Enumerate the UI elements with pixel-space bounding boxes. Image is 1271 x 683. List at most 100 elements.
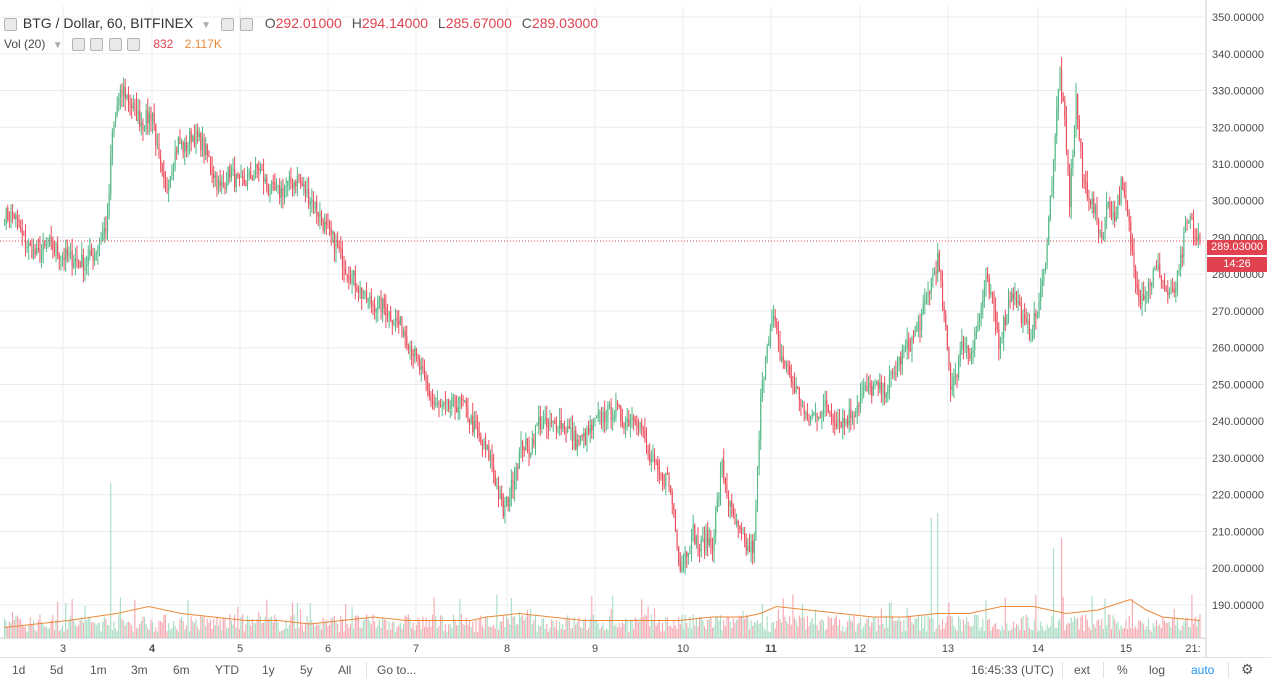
volume-bar — [58, 630, 60, 638]
volume-bar — [285, 619, 287, 638]
close-icon[interactable] — [126, 38, 140, 52]
goto-button[interactable]: Go to... — [377, 663, 417, 677]
ext-toggle[interactable]: ext — [1074, 663, 1091, 677]
candle-body — [665, 473, 667, 487]
candle-body — [1138, 288, 1140, 297]
volume-bar — [551, 619, 553, 638]
y-tick-label: 310.00000 — [1212, 159, 1264, 171]
range-3m[interactable]: 3m — [131, 663, 148, 677]
eye-icon[interactable] — [220, 17, 234, 31]
volume-bar — [793, 617, 796, 638]
candle-body — [406, 336, 408, 346]
candle-body — [58, 254, 60, 260]
candle-body — [1059, 69, 1061, 90]
volume-bar — [948, 602, 950, 638]
candle-body — [705, 529, 707, 551]
volume-bar — [991, 627, 993, 638]
candle-body — [76, 258, 78, 260]
volume-bar — [559, 621, 561, 638]
gear-icon[interactable]: ⚙ — [1241, 661, 1254, 677]
range-1m[interactable]: 1m — [90, 663, 107, 677]
volume-bar — [481, 626, 483, 638]
volume-bar — [258, 611, 260, 638]
volume-bar — [570, 628, 572, 638]
x-tick-label: 8 — [504, 643, 510, 655]
volume-bar — [533, 620, 535, 638]
volume-bar — [924, 615, 926, 638]
candle-body — [520, 441, 522, 451]
volume-bar — [679, 624, 681, 638]
range-5d[interactable]: 5d — [50, 663, 64, 677]
volume-bar — [156, 631, 158, 638]
candle-body — [282, 188, 284, 197]
x-tick-label: 11 — [765, 643, 777, 655]
volume-bar — [295, 628, 297, 638]
candle-body — [542, 420, 545, 427]
volume-bar — [567, 615, 569, 638]
volume-bar — [938, 624, 940, 638]
range-1d[interactable]: 1d — [12, 663, 26, 677]
candle-body — [332, 231, 334, 235]
clock-time[interactable]: 16:45:33 (UTC) — [971, 663, 1054, 677]
candle-body — [171, 171, 173, 176]
candle-body — [412, 355, 414, 357]
volume-bar — [974, 614, 976, 638]
volume-bar — [139, 623, 141, 638]
volume-bar — [332, 617, 334, 638]
candle-body — [948, 350, 950, 366]
volume-bar — [662, 622, 664, 638]
eye-icon[interactable] — [71, 38, 85, 52]
candle-body — [972, 350, 974, 353]
volume-bar — [291, 602, 294, 638]
volume-bar — [856, 624, 858, 638]
range-5y[interactable]: 5y — [300, 663, 313, 677]
chevron-down-icon[interactable]: ▼ — [201, 20, 212, 31]
plus-icon[interactable] — [108, 38, 122, 52]
volume-indicator-title[interactable]: Vol (20) — [4, 37, 46, 51]
log-toggle[interactable]: log — [1149, 663, 1166, 677]
candle-body — [1028, 321, 1030, 340]
range-1y[interactable]: 1y — [262, 663, 275, 677]
volume-ma-value: 2.117K — [184, 37, 222, 51]
volume-bar — [61, 626, 64, 638]
candle-body — [438, 402, 440, 405]
gear-icon[interactable] — [239, 17, 253, 31]
volume-bar — [636, 618, 638, 638]
symbol-title[interactable]: BTG / Dollar, 60, BITFINEX — [22, 15, 194, 31]
volume-bar — [903, 619, 905, 638]
auto-toggle[interactable]: auto — [1191, 663, 1215, 677]
candle-body — [92, 255, 94, 261]
range-6m[interactable]: 6m — [173, 663, 190, 677]
candle-body — [353, 270, 355, 275]
candle-body — [399, 316, 401, 325]
gear-icon[interactable] — [90, 38, 104, 52]
range-all[interactable]: All — [338, 663, 352, 677]
candle-body — [766, 345, 768, 361]
candle-body — [36, 248, 38, 255]
volume-bar — [1051, 616, 1053, 638]
candle-body — [246, 175, 249, 186]
candle-body — [689, 549, 691, 554]
volume-bar — [235, 627, 237, 638]
volume-bar — [921, 615, 923, 638]
volume-bar — [468, 621, 471, 638]
candle-body — [1070, 167, 1072, 207]
volume-bar — [145, 624, 147, 638]
price-chart[interactable]: 190.00000200.00000210.00000220.00000230.… — [0, 0, 1271, 657]
volume-bar — [1178, 628, 1180, 638]
candle-body — [861, 393, 863, 396]
x-tick-label: 3 — [60, 643, 66, 655]
volume-bar — [896, 620, 899, 638]
volume-bar — [861, 628, 863, 638]
volume-bar — [647, 606, 649, 638]
volume-bar — [71, 598, 73, 638]
collapse-icon[interactable] — [4, 17, 17, 31]
range-ytd[interactable]: YTD — [215, 663, 239, 677]
volume-bar — [1069, 623, 1071, 638]
volume-bar — [364, 617, 366, 638]
candle-body — [449, 407, 451, 409]
percent-toggle[interactable]: % — [1117, 663, 1128, 677]
chevron-down-icon[interactable]: ▼ — [52, 40, 63, 51]
volume-bar — [668, 626, 670, 638]
